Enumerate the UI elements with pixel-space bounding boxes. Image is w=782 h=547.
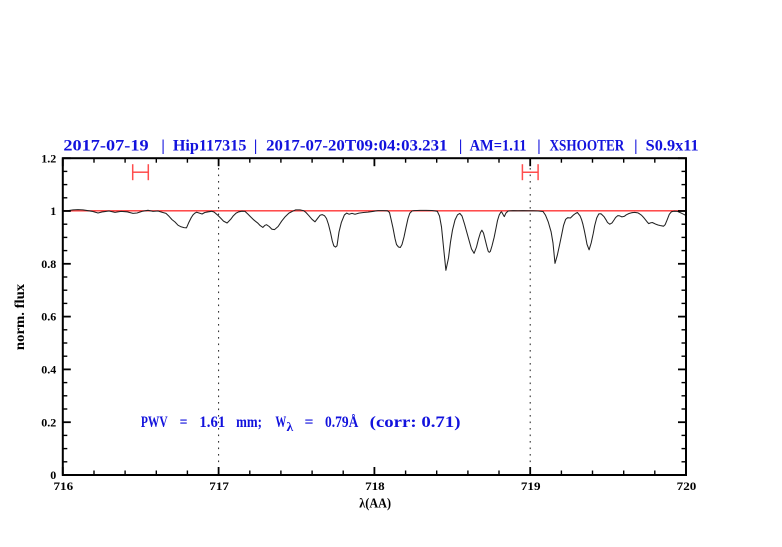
svg-text:720: 720 [677, 479, 697, 493]
svg-text:717: 717 [209, 479, 229, 493]
svg-text:0.8: 0.8 [41, 257, 56, 271]
svg-text:0.2: 0.2 [41, 415, 56, 429]
svg-text:0.6: 0.6 [41, 310, 56, 324]
svg-text:0: 0 [50, 468, 56, 482]
svg-text:716: 716 [54, 479, 74, 493]
svg-text:2017-07-19|Hip117315|2017-07-2: 2017-07-19 | Hip117315 | 2017-07-20T09:04:03… [63, 137, 698, 154]
svg-text:1: 1 [50, 204, 56, 218]
svg-text:0.4: 0.4 [41, 363, 56, 377]
svg-text:1.2: 1.2 [41, 151, 56, 165]
svg-text:λ(AA): λ(AA) [359, 496, 391, 511]
svg-text:718: 718 [365, 479, 385, 493]
svg-text:719: 719 [521, 479, 541, 493]
svg-text:norm. flux: norm. flux [13, 284, 28, 350]
